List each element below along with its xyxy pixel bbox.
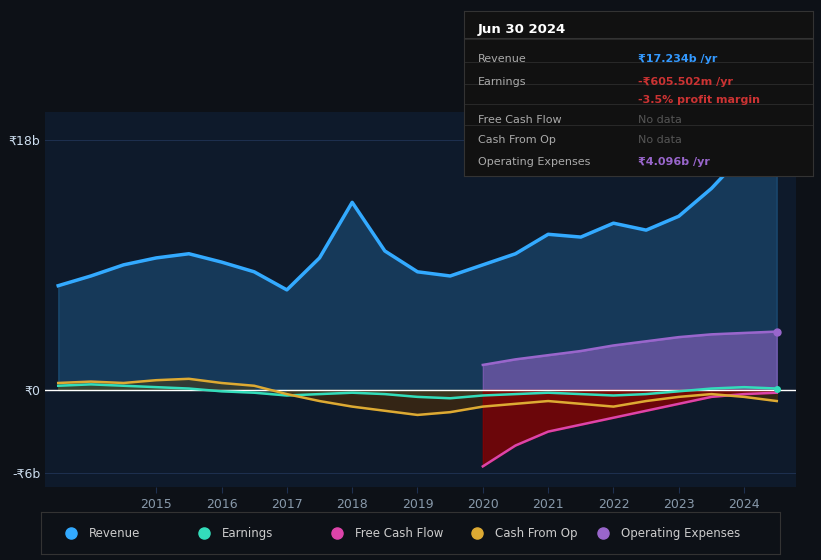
Text: Operating Expenses: Operating Expenses: [478, 157, 590, 166]
Text: Cash From Op: Cash From Op: [496, 527, 578, 540]
Text: Revenue: Revenue: [89, 527, 140, 540]
Text: Revenue: Revenue: [478, 54, 526, 64]
Text: Cash From Op: Cash From Op: [478, 135, 556, 145]
Text: Free Cash Flow: Free Cash Flow: [478, 115, 562, 125]
Text: -3.5% profit margin: -3.5% profit margin: [639, 95, 760, 105]
Text: ₹4.096b /yr: ₹4.096b /yr: [639, 157, 710, 166]
Text: Free Cash Flow: Free Cash Flow: [355, 527, 443, 540]
Text: Earnings: Earnings: [478, 77, 526, 87]
Text: Earnings: Earnings: [222, 527, 273, 540]
Text: ₹17.234b /yr: ₹17.234b /yr: [639, 54, 718, 64]
Text: No data: No data: [639, 135, 682, 145]
Text: No data: No data: [639, 115, 682, 125]
Text: -₹605.502m /yr: -₹605.502m /yr: [639, 77, 733, 87]
Text: Operating Expenses: Operating Expenses: [621, 527, 741, 540]
Text: Jun 30 2024: Jun 30 2024: [478, 23, 566, 36]
